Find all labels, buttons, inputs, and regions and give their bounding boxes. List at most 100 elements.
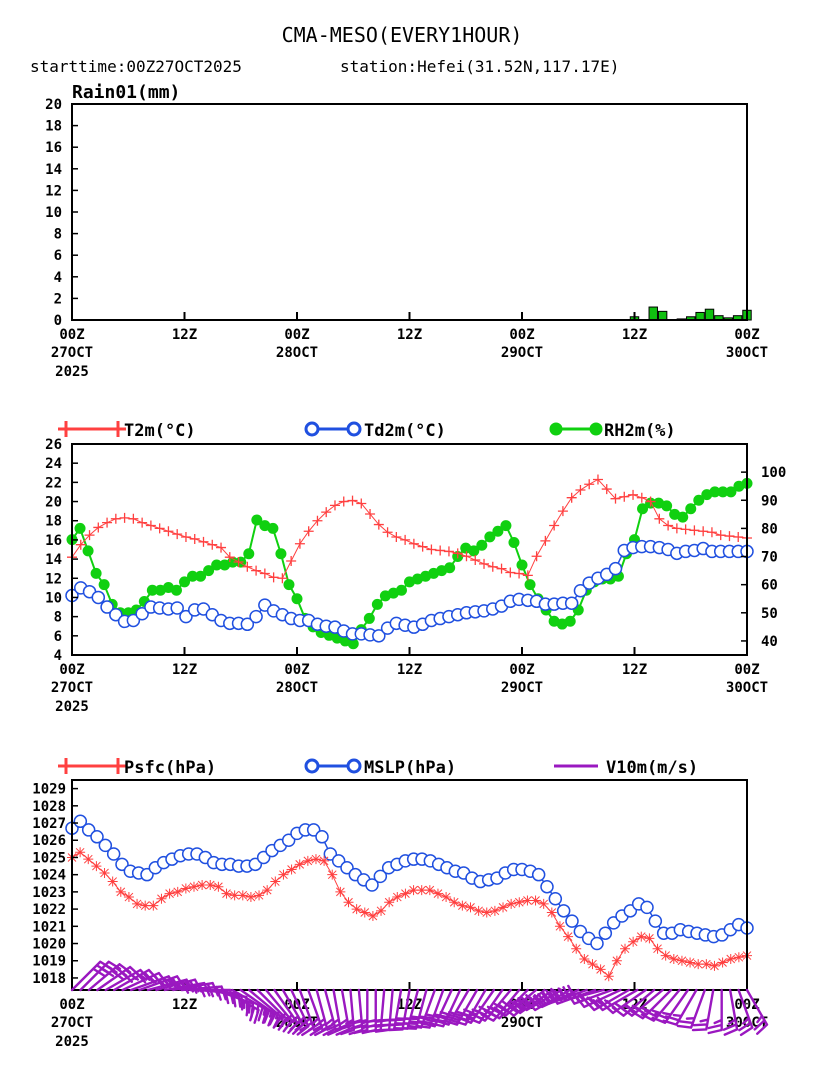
t2m-point	[137, 517, 148, 528]
psfc-point	[384, 897, 395, 908]
rh2m-point	[187, 570, 199, 582]
psfc-point	[481, 907, 492, 918]
psfc-point	[457, 900, 468, 911]
rain-y-tick-label: 6	[54, 248, 62, 264]
rain-y-tick-label: 12	[45, 183, 62, 199]
rh2m-point	[179, 576, 190, 588]
psfc-point	[424, 885, 435, 896]
wind-barb	[583, 988, 631, 1012]
t2m-point	[496, 563, 507, 574]
wind-barb	[676, 988, 707, 1029]
rain-y-tick-label: 18	[45, 119, 62, 135]
temp-x-tick-label: 12Z	[172, 662, 197, 678]
mslp-point	[565, 914, 579, 928]
rh2m-point	[170, 584, 182, 596]
td2m-point	[240, 617, 255, 632]
mslp-line	[71, 820, 748, 945]
pres-y-tick-label: 1028	[32, 799, 66, 815]
legend-td2m: Td2m(°C)	[304, 421, 446, 441]
wind-barb	[379, 988, 403, 1032]
rh2m-point	[82, 545, 94, 557]
psfc-point	[367, 910, 378, 921]
temp-x-date-label: 29OCT	[501, 680, 543, 696]
mslp-point	[315, 830, 329, 844]
rain-x-tick-label: 00Z	[284, 327, 309, 343]
psfc-point	[595, 964, 606, 975]
psfc-point	[221, 888, 232, 899]
pres-y-tick-label: 1026	[32, 833, 66, 849]
rh2m-point	[291, 593, 303, 605]
t2m-point	[654, 513, 665, 524]
t2m-point	[110, 513, 121, 524]
psfc-point	[213, 881, 224, 892]
wind-barb	[722, 988, 739, 1036]
t2m-point	[610, 493, 621, 504]
wind-barb	[592, 988, 639, 1012]
wind-barb	[428, 988, 462, 1028]
pres-y-tick-label: 1019	[32, 954, 66, 970]
psfc-point	[123, 892, 134, 903]
t2m-point	[540, 535, 551, 546]
psfc-point	[351, 904, 362, 915]
rain-panel-frame	[71, 103, 748, 321]
t2m-point	[592, 474, 603, 485]
t2m-point	[514, 568, 525, 579]
td2m-point	[100, 600, 114, 614]
legend-mslp-label: MSLP(hPa)	[364, 758, 456, 778]
t2m-point	[636, 492, 647, 503]
td2m-point	[91, 590, 106, 605]
temp-y-tick-label: 6	[54, 629, 62, 645]
pressure-panel-frame	[71, 779, 748, 991]
wind-barb	[231, 988, 269, 1024]
rh2m-point	[90, 567, 102, 579]
psfc-point	[579, 954, 590, 965]
psfc-point	[294, 859, 305, 870]
wind-barb	[630, 988, 673, 1020]
t2m-point	[207, 539, 218, 550]
mslp-point	[590, 936, 604, 951]
rh2m-point	[637, 503, 649, 515]
rain-bars	[629, 306, 752, 321]
wind-barb	[222, 988, 260, 1024]
wind-barb	[574, 988, 622, 1009]
rain-x-tick-label: 12Z	[172, 327, 197, 343]
rh2m-point	[492, 525, 504, 537]
t2m-point	[84, 530, 95, 541]
t2m-point	[75, 539, 86, 550]
pres-y-tick-label: 1027	[32, 816, 66, 832]
t2m-point	[461, 551, 472, 562]
rh2m-point	[508, 536, 520, 548]
t2m-point	[259, 568, 270, 579]
t2m-point	[689, 525, 700, 536]
rain-panel: Rain01(mm) 0 2 4 6 8 10 12 14 16 18 20 00Z 27OCT 202…	[45, 82, 768, 380]
chart-title: CMA-MESO(EVERY1HOUR)	[282, 23, 523, 47]
rain-x-tick-label: 12Z	[622, 327, 647, 343]
t2m-point	[102, 517, 113, 528]
wind-barb	[451, 988, 487, 1026]
t2m-point	[487, 561, 498, 572]
rh2m-point	[516, 559, 528, 571]
rh2m-point	[444, 562, 456, 574]
psfc-point	[514, 897, 525, 908]
rh2m-point	[677, 511, 689, 523]
mslp-point	[556, 904, 571, 918]
wind-barb	[601, 988, 647, 1015]
rain-x-tick-label: 00Z	[59, 327, 84, 343]
t2m-point	[216, 542, 227, 553]
t2m-point	[251, 565, 262, 576]
t2m-point	[426, 544, 437, 555]
t2m-point	[619, 491, 630, 502]
wind-barb	[434, 988, 470, 1026]
legend-td2m-label: Td2m(°C)	[364, 421, 446, 441]
rh2m-point	[685, 503, 697, 515]
wind-barb	[307, 988, 324, 1037]
psfc-point	[392, 892, 403, 903]
t2m-point	[277, 573, 288, 584]
t2m-point	[452, 548, 463, 559]
rain-bar	[704, 308, 715, 321]
t2m-point	[470, 555, 481, 566]
psfc-point	[327, 869, 338, 880]
psfc-point	[376, 905, 387, 916]
pres-x-tick-label: 12Z	[397, 997, 422, 1013]
td2m-point	[170, 601, 184, 615]
